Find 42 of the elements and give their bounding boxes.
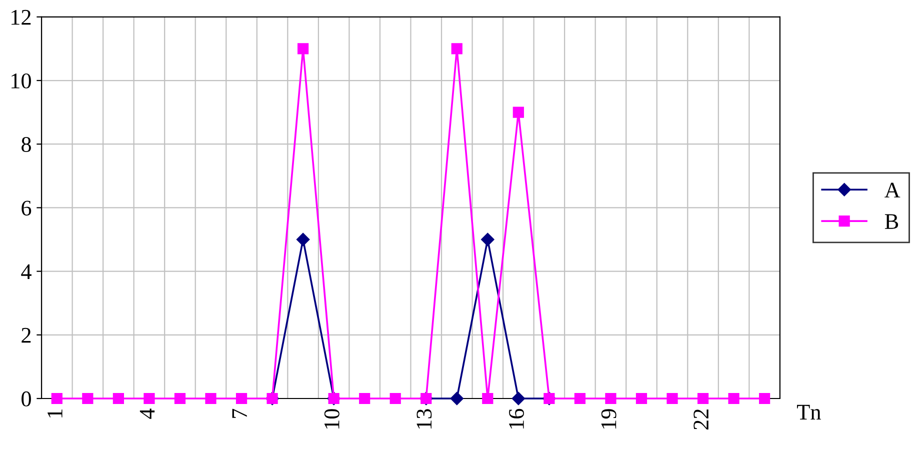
point xyxy=(359,392,370,404)
y-tick-label: 4 xyxy=(21,264,32,280)
point xyxy=(758,392,770,404)
point xyxy=(390,392,401,404)
point xyxy=(450,392,464,406)
point xyxy=(605,392,616,404)
point xyxy=(697,392,709,404)
x-tick-label: 1 xyxy=(48,410,62,418)
x-tick-label: 10 xyxy=(324,409,340,428)
point xyxy=(296,232,310,246)
point xyxy=(512,106,524,118)
point xyxy=(236,392,248,404)
point xyxy=(481,232,494,246)
point xyxy=(112,392,124,404)
point xyxy=(512,392,526,406)
y-tick-label: 6 xyxy=(22,200,32,216)
point xyxy=(82,392,94,404)
x-axis-title: Tn xyxy=(797,404,821,420)
point xyxy=(482,392,494,404)
x-tick-label: 4 xyxy=(140,408,155,419)
point xyxy=(144,392,155,404)
point xyxy=(205,392,216,404)
point xyxy=(297,43,309,54)
x-tick-label: 16 xyxy=(509,408,524,428)
y-tick-label: 2 xyxy=(22,328,31,343)
point xyxy=(51,392,62,404)
legend-label: B xyxy=(884,214,898,229)
x-tick-label: 13 xyxy=(416,409,432,428)
point xyxy=(451,43,462,54)
x-tick-label: 19 xyxy=(601,409,616,428)
y-tick-label: 0 xyxy=(22,391,31,406)
x-tick-label: 22 xyxy=(694,409,708,430)
point xyxy=(728,392,740,404)
y-tick-label: 8 xyxy=(22,137,31,152)
y-tick-label: 12 xyxy=(12,10,31,25)
y-tick-label: 10 xyxy=(12,73,31,88)
point xyxy=(174,392,186,404)
x-tick-label: 7 xyxy=(232,408,247,418)
point xyxy=(636,392,648,404)
point xyxy=(666,392,678,404)
point xyxy=(574,392,586,404)
legend-label: A xyxy=(884,182,900,198)
